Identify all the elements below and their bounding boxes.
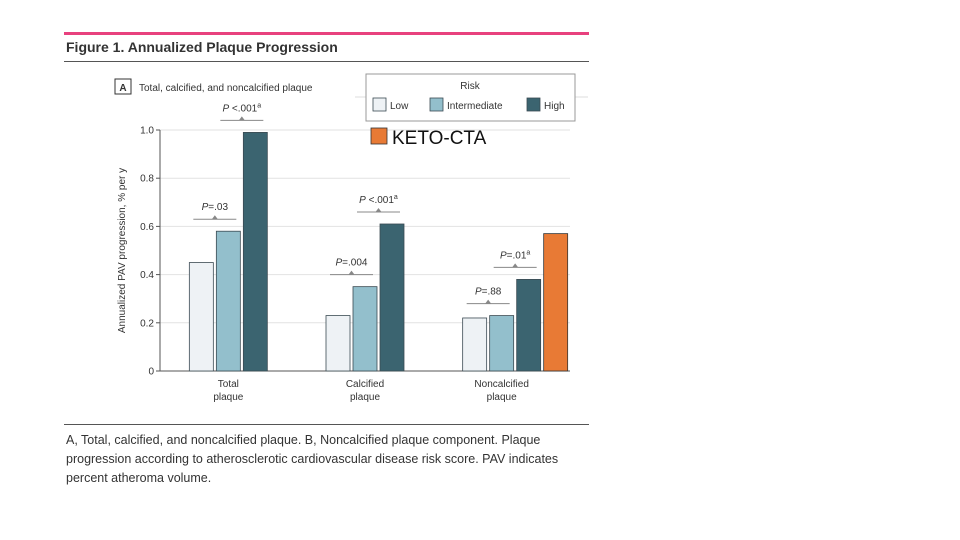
y-tick-label: 0.6 [140, 222, 154, 233]
bar-high-0 [242, 132, 268, 372]
figure-caption: A, Total, calcified, and noncalcified pl… [66, 433, 559, 485]
p-value-label: P=.03 [202, 202, 229, 213]
bar-high-2 [516, 279, 542, 372]
x-category-label: Total [218, 379, 239, 390]
x-category-label: plaque [350, 392, 380, 403]
significance-marker [375, 207, 382, 212]
legend-title: Risk [460, 81, 480, 92]
significance-marker [485, 299, 492, 304]
panel-letter-box [114, 78, 132, 95]
bar-intermediate-1 [352, 286, 378, 372]
y-tick-label: 0.4 [140, 270, 154, 281]
x-category-label: Calcified [346, 379, 384, 390]
bar-high-1 [379, 223, 405, 372]
legend-swatch-low [372, 97, 387, 112]
y-axis-label: Annualized PAV progression, % per y [117, 168, 128, 333]
bar-low-1 [325, 315, 351, 372]
significance-marker [238, 116, 245, 121]
legend-swatch-high [526, 97, 541, 112]
legend-label-low: Low [390, 101, 409, 112]
p-value-label: P=.88 [475, 287, 502, 298]
bar-intermediate-0 [215, 230, 241, 372]
caption-divider [64, 424, 589, 425]
x-category-label: plaque [487, 392, 517, 403]
legend-swatch-keto-cta [370, 127, 388, 145]
y-tick-label: 0.2 [140, 318, 154, 329]
panel-letter: A [119, 83, 126, 94]
panel-title: Total, calcified, and noncalcified plaqu… [139, 83, 313, 94]
x-category-label: plaque [213, 392, 243, 403]
figure-accent-rule [64, 32, 589, 35]
y-tick-label: 0.8 [140, 174, 154, 185]
bar-intermediate-2 [489, 315, 515, 372]
p-value-label: P <.001a [222, 102, 261, 114]
significance-marker [512, 263, 519, 268]
title-divider [64, 61, 589, 62]
legend-label-high: High [544, 101, 565, 112]
significance-marker [348, 270, 355, 275]
legend-swatch-intermediate [429, 97, 444, 112]
y-tick-label: 1.0 [140, 126, 154, 137]
figure-title: Figure 1. Annualized Plaque Progression [66, 39, 338, 55]
bar-low-0 [188, 262, 214, 372]
legend-label-keto-cta: KETO-CTA [392, 128, 487, 149]
p-value-label: P <.001a [359, 194, 398, 206]
bar-low-2 [462, 317, 488, 372]
significance-marker [211, 215, 218, 220]
p-value-label: P=.004 [336, 258, 368, 269]
legend-label-intermediate: Intermediate [447, 101, 503, 112]
p-value-label: P=.01a [500, 249, 530, 261]
x-category-label: Noncalcified [474, 379, 528, 390]
legend-box [365, 73, 576, 122]
bar-keto-cta [543, 233, 569, 372]
y-tick-label: 0 [148, 367, 154, 378]
